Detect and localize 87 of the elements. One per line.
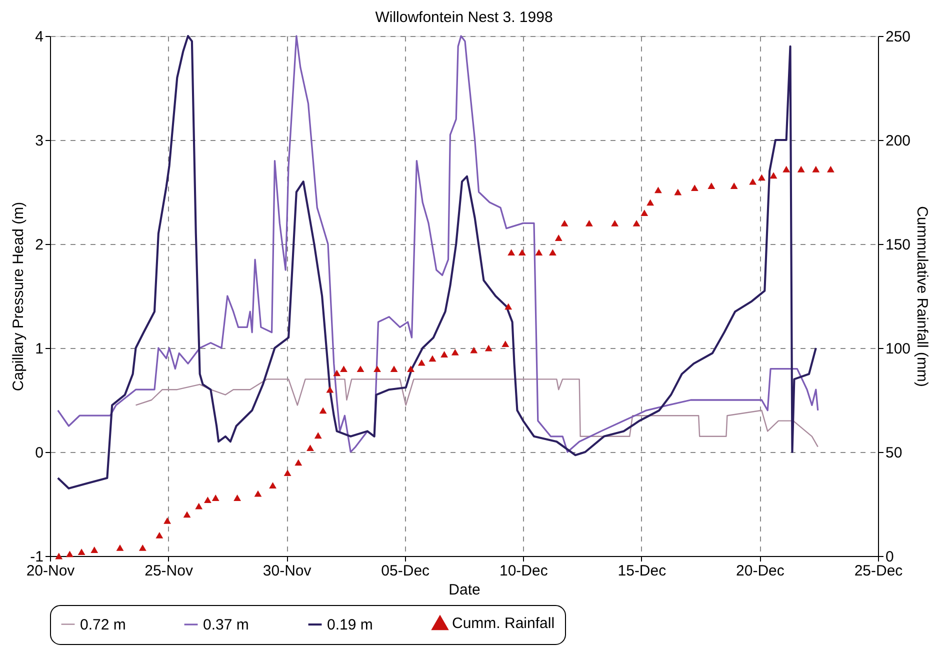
point bbox=[758, 174, 766, 181]
y2-tick-label: 150 bbox=[886, 236, 911, 254]
x-tick-label: 10-Dec bbox=[499, 562, 548, 580]
point bbox=[254, 490, 262, 497]
y-axis-title: Capillary Pressure Head (m) bbox=[10, 202, 28, 392]
point bbox=[183, 511, 191, 518]
point bbox=[340, 366, 348, 372]
y2-tick-label: 50 bbox=[886, 444, 902, 462]
y2-tick-label: 250 bbox=[886, 28, 911, 46]
x-tick-label: 25-Dec bbox=[854, 562, 904, 580]
y-tick-label: 1 bbox=[35, 340, 44, 358]
y2-axis-title: Cummulative Rainfall (mm) bbox=[914, 206, 931, 387]
legend-label: 0.19 m bbox=[327, 616, 373, 634]
chart-title: Willowfontein Nest 3. 1998 bbox=[375, 9, 553, 26]
point bbox=[116, 544, 124, 551]
y2-tick-label: 100 bbox=[886, 340, 911, 358]
point bbox=[508, 249, 516, 256]
legend-label: 0.72 m bbox=[80, 616, 126, 634]
point bbox=[632, 220, 640, 226]
x-tick-label: 20-Nov bbox=[26, 562, 76, 580]
point bbox=[708, 182, 716, 189]
point bbox=[326, 386, 334, 393]
point bbox=[554, 234, 562, 241]
legend-label: Cumm. Rainfall bbox=[452, 615, 555, 632]
y-tick-label: 3 bbox=[35, 132, 44, 150]
point bbox=[55, 552, 63, 560]
point bbox=[66, 550, 74, 558]
point bbox=[204, 496, 212, 504]
point bbox=[812, 166, 820, 172]
point bbox=[374, 366, 381, 372]
point bbox=[646, 199, 654, 206]
point bbox=[440, 351, 448, 358]
point bbox=[611, 220, 619, 226]
point bbox=[640, 210, 648, 216]
point bbox=[78, 548, 86, 556]
point bbox=[319, 407, 327, 414]
point bbox=[294, 459, 302, 466]
point bbox=[560, 220, 568, 226]
line-series bbox=[135, 378, 818, 448]
point bbox=[730, 182, 738, 189]
point bbox=[333, 370, 341, 376]
point bbox=[826, 166, 834, 172]
point bbox=[535, 249, 543, 256]
x-tick-label: 15-Dec bbox=[618, 562, 667, 580]
point bbox=[234, 494, 241, 501]
point bbox=[674, 188, 682, 196]
point bbox=[156, 532, 164, 538]
point bbox=[502, 340, 510, 348]
point bbox=[269, 482, 276, 488]
point bbox=[690, 184, 698, 192]
y-tick-label: 0 bbox=[35, 444, 44, 462]
point bbox=[451, 348, 459, 356]
point bbox=[549, 249, 556, 256]
point bbox=[356, 366, 364, 372]
point bbox=[470, 346, 478, 354]
point bbox=[195, 502, 203, 510]
x-tick-label: 25-Nov bbox=[144, 562, 194, 580]
point bbox=[314, 432, 322, 439]
point bbox=[654, 186, 662, 194]
x-tick-label: 05-Dec bbox=[381, 562, 430, 580]
point bbox=[407, 366, 414, 372]
point bbox=[585, 220, 593, 226]
point bbox=[797, 166, 805, 172]
point bbox=[390, 366, 398, 372]
point bbox=[90, 546, 98, 553]
point bbox=[138, 544, 146, 551]
y2-tick-label: 0 bbox=[886, 548, 894, 566]
y-tick-label: -1 bbox=[30, 548, 44, 566]
point bbox=[484, 344, 492, 352]
point bbox=[770, 172, 778, 179]
point bbox=[504, 303, 512, 310]
x-tick-label: 20-Dec bbox=[736, 562, 785, 580]
point bbox=[284, 470, 292, 476]
point bbox=[306, 444, 314, 452]
y-tick-label: 4 bbox=[35, 28, 44, 46]
point bbox=[782, 166, 790, 172]
legend-label: 0.37 m bbox=[203, 616, 249, 634]
point bbox=[749, 178, 757, 185]
point bbox=[518, 249, 526, 256]
point bbox=[428, 355, 436, 362]
y2-tick-label: 200 bbox=[886, 132, 911, 150]
x-tick-label: 30-Nov bbox=[262, 562, 312, 580]
y-tick-label: 2 bbox=[35, 236, 44, 254]
x-axis-title: Date bbox=[448, 582, 480, 598]
point bbox=[212, 494, 220, 501]
point bbox=[164, 517, 172, 524]
point bbox=[418, 359, 426, 366]
